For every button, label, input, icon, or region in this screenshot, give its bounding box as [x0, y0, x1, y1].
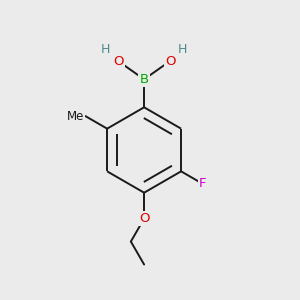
Text: O: O	[165, 55, 175, 68]
Text: F: F	[199, 177, 206, 190]
Text: B: B	[140, 73, 149, 86]
Text: O: O	[139, 212, 149, 225]
Text: O: O	[113, 55, 124, 68]
Text: H: H	[178, 44, 187, 56]
Text: Me: Me	[67, 110, 84, 123]
Text: H: H	[101, 44, 110, 56]
